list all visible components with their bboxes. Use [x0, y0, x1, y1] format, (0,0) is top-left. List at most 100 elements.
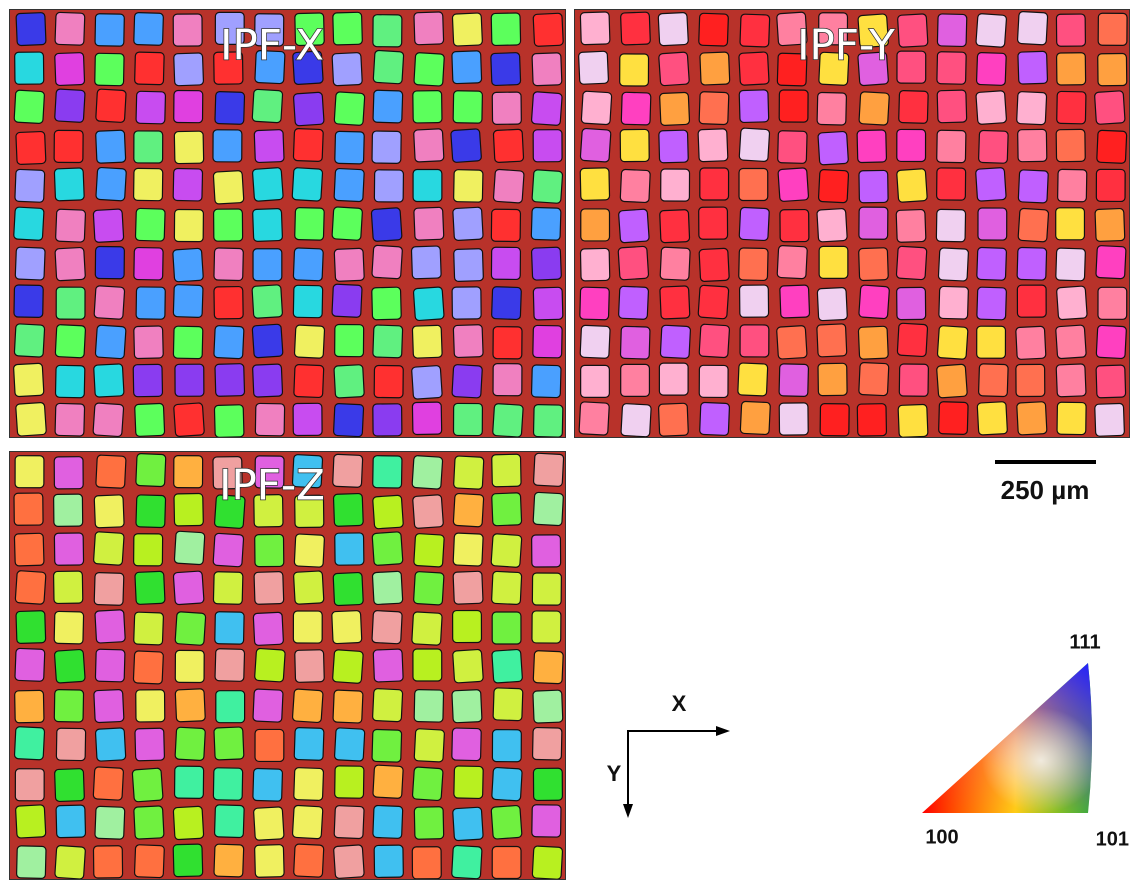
- grain: [699, 324, 730, 358]
- grain: [452, 287, 481, 319]
- grain: [293, 571, 323, 605]
- grain: [493, 688, 523, 721]
- grain: [1094, 91, 1125, 125]
- grain: [94, 286, 125, 320]
- grain: [136, 91, 166, 124]
- grain: [372, 131, 401, 163]
- grain: [859, 92, 890, 126]
- grain: [491, 247, 520, 279]
- grain: [859, 248, 889, 281]
- grain: [54, 168, 84, 201]
- grain: [17, 846, 47, 879]
- grain: [414, 129, 444, 162]
- grain: [136, 287, 165, 319]
- grain: [253, 768, 283, 801]
- grain: [454, 249, 484, 282]
- grain: [214, 727, 244, 760]
- y-label: Y: [607, 761, 622, 786]
- grain: [452, 364, 483, 398]
- grain: [93, 403, 124, 437]
- grain: [531, 365, 561, 398]
- grain: [660, 92, 690, 125]
- grain: [897, 51, 926, 83]
- grain: [413, 649, 442, 681]
- grain: [738, 363, 768, 396]
- scale-label: 250 µm: [1001, 475, 1090, 505]
- grain: [333, 493, 363, 526]
- grain: [533, 325, 562, 358]
- grain: [1056, 286, 1087, 320]
- grain: [55, 53, 85, 86]
- grain: [332, 611, 362, 644]
- grain: [295, 650, 325, 683]
- grain: [740, 285, 769, 317]
- grain: [859, 285, 890, 319]
- figure: IPF-X IPF-Y IPF-Z 250 µm X Y 111 100 101: [0, 0, 1130, 880]
- grain: [55, 12, 85, 45]
- grain: [660, 247, 690, 280]
- grain: [780, 210, 809, 242]
- grain: [15, 690, 44, 723]
- grain: [454, 766, 483, 799]
- grain: [1017, 11, 1047, 45]
- grain: [55, 403, 85, 436]
- grain: [533, 405, 562, 438]
- grain: [700, 402, 730, 435]
- grain: [1098, 53, 1127, 85]
- grain: [453, 91, 482, 123]
- grain: [413, 495, 444, 529]
- grain: [937, 364, 968, 398]
- grain: [173, 571, 204, 605]
- grain: [214, 405, 244, 438]
- grain: [295, 207, 325, 240]
- grain: [414, 207, 444, 240]
- grain: [621, 364, 650, 396]
- grain: [620, 54, 649, 86]
- grain: [56, 728, 85, 760]
- grain: [452, 845, 483, 879]
- grain: [937, 168, 966, 200]
- grain: [56, 209, 86, 242]
- grain: [492, 287, 522, 320]
- grain: [700, 168, 729, 200]
- grain: [859, 170, 888, 202]
- grain: [95, 806, 125, 839]
- grain-map: [9, 451, 566, 880]
- grain: [491, 805, 522, 839]
- grain: [414, 12, 444, 45]
- grain: [699, 207, 728, 239]
- grain: [373, 456, 402, 488]
- grain: [1056, 208, 1085, 240]
- grain: [412, 847, 441, 879]
- grain: [15, 456, 44, 488]
- grain: [54, 494, 83, 526]
- grain: [817, 92, 846, 125]
- grain: [15, 247, 45, 280]
- grain: [533, 768, 562, 800]
- grain: [618, 286, 648, 319]
- grain: [1056, 14, 1085, 46]
- grain: [253, 208, 283, 241]
- grain: [493, 403, 524, 437]
- grain: [1098, 287, 1127, 319]
- grain: [373, 15, 402, 47]
- grain: [15, 571, 46, 605]
- grain: [14, 324, 44, 358]
- grain: [1017, 285, 1046, 317]
- grain: [335, 131, 365, 164]
- grain: [175, 766, 204, 798]
- grain: [214, 286, 243, 318]
- grain: [134, 248, 163, 280]
- grain: [977, 402, 1007, 435]
- grain: [414, 533, 445, 567]
- grain: [55, 845, 86, 879]
- grain: [15, 169, 45, 202]
- grain: [294, 364, 324, 397]
- grain: [699, 13, 729, 46]
- grain: [533, 690, 563, 723]
- grain: [253, 364, 283, 397]
- grain: [412, 612, 443, 646]
- grain: [133, 364, 162, 396]
- grain: [820, 404, 849, 436]
- grain: [173, 168, 202, 201]
